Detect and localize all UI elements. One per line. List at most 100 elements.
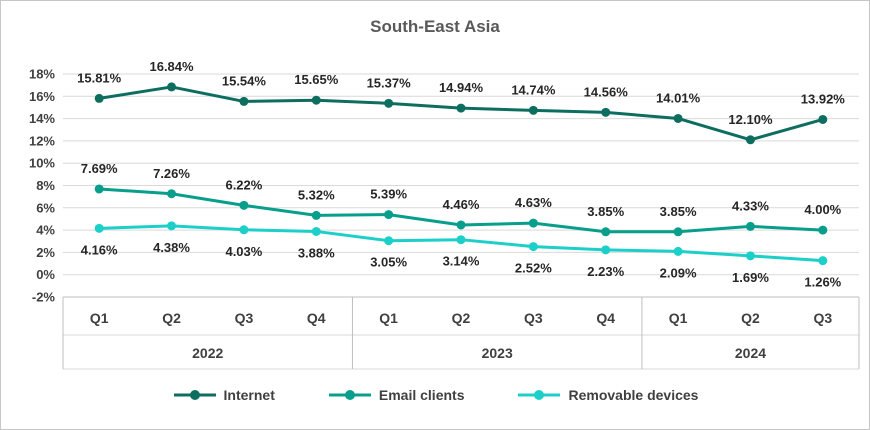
data-point-internet — [456, 103, 466, 113]
data-label-email-clients: 4.00% — [804, 202, 841, 217]
y-axis-tick-label: 2% — [36, 245, 55, 260]
data-label-email-clients: 4.33% — [732, 198, 769, 213]
data-label-removable-devices: 1.69% — [732, 270, 769, 285]
x-axis-category-label: Q4 — [596, 310, 615, 326]
data-label-email-clients: 5.32% — [298, 187, 335, 202]
data-point-removable-devices — [94, 223, 104, 233]
data-point-removable-devices — [456, 235, 466, 245]
data-label-removable-devices: 3.14% — [443, 254, 480, 269]
x-axis-category-label: Q1 — [669, 310, 688, 326]
data-label-internet: 15.37% — [367, 75, 412, 90]
y-axis-tick-label: 14% — [29, 111, 55, 126]
data-point-email-clients — [818, 225, 828, 235]
y-axis-tick-label: 6% — [36, 200, 55, 215]
data-label-internet: 16.84% — [149, 59, 194, 74]
data-point-removable-devices — [601, 245, 611, 255]
x-axis-category-label: Q1 — [379, 310, 398, 326]
data-label-email-clients: 5.39% — [370, 187, 407, 202]
y-axis-tick-label: 10% — [29, 156, 55, 171]
y-axis-tick-label: 16% — [29, 89, 55, 104]
data-point-email-clients — [528, 218, 538, 228]
x-axis-category-label: Q3 — [235, 310, 254, 326]
data-point-internet — [311, 95, 321, 105]
data-label-removable-devices: 2.52% — [515, 261, 552, 276]
data-point-internet — [528, 105, 538, 115]
data-point-internet — [673, 113, 683, 123]
data-label-email-clients: 6.22% — [225, 177, 262, 192]
x-axis-year-label: 2024 — [735, 345, 766, 361]
legend-marker-icon — [518, 390, 561, 400]
legend-label: Removable devices — [568, 387, 699, 403]
y-axis-tick-label: 0% — [36, 267, 55, 282]
chart-canvas: 18% 16% 14% 12% 10% 8% 6% 4% 2% 0% -2% Q1 Q2 Q3 Q4 Q1 Q2… — [29, 59, 860, 370]
x-axis-category-label: Q4 — [307, 310, 326, 326]
data-label-removable-devices: 4.38% — [153, 240, 190, 255]
data-point-email-clients — [456, 220, 466, 230]
data-point-internet — [818, 114, 828, 124]
data-label-internet: 12.10% — [728, 112, 773, 127]
x-axis-year-label: 2022 — [192, 345, 223, 361]
data-point-email-clients — [167, 189, 177, 199]
data-label-removable-devices: 1.26% — [804, 275, 841, 290]
x-axis-category-label: Q1 — [90, 310, 109, 326]
data-label-internet: 14.56% — [584, 84, 629, 99]
legend-item-internet: Internet — [172, 387, 275, 403]
data-point-internet — [239, 96, 249, 106]
y-axis-tick-label: 8% — [36, 178, 55, 193]
data-point-removable-devices — [673, 246, 683, 256]
data-label-removable-devices: 3.05% — [370, 255, 407, 270]
data-label-internet: 14.94% — [439, 80, 484, 95]
data-label-removable-devices: 2.23% — [587, 264, 624, 279]
x-axis-category-label: Q3 — [524, 310, 543, 326]
chart-title: South-East Asia — [370, 17, 500, 36]
data-point-email-clients — [745, 221, 755, 231]
data-label-email-clients: 4.46% — [443, 197, 480, 212]
data-point-internet — [94, 93, 104, 103]
data-label-email-clients: 4.63% — [515, 195, 552, 210]
data-point-removable-devices — [528, 242, 538, 252]
legend-item-removable-devices: Removable devices — [516, 387, 698, 403]
legend-label: Email clients — [378, 387, 465, 403]
data-point-removable-devices — [745, 251, 755, 261]
data-point-internet — [167, 82, 177, 92]
x-axis-category-label: Q2 — [741, 310, 760, 326]
legend: Internet Email clients Removable devices — [1, 387, 869, 403]
data-label-email-clients: 3.85% — [660, 204, 697, 219]
legend-item-email-clients: Email clients — [327, 387, 465, 403]
data-label-removable-devices: 4.16% — [81, 242, 118, 257]
data-label-internet: 15.54% — [222, 73, 267, 88]
x-axis-year-label: 2023 — [482, 345, 513, 361]
data-point-email-clients — [673, 227, 683, 237]
data-label-email-clients: 7.69% — [81, 161, 118, 176]
y-axis-tick-label: 4% — [36, 223, 55, 238]
data-point-removable-devices — [239, 225, 249, 235]
data-point-email-clients — [311, 210, 321, 220]
data-label-internet: 13.92% — [801, 91, 846, 106]
data-label-internet: 14.01% — [656, 90, 701, 105]
data-point-email-clients — [239, 200, 249, 210]
data-label-internet: 15.81% — [77, 70, 122, 85]
data-point-removable-devices — [167, 221, 177, 231]
legend-label: Internet — [223, 387, 275, 403]
data-point-internet — [745, 135, 755, 145]
x-axis-category-label: Q2 — [452, 310, 471, 326]
data-point-internet — [384, 98, 394, 108]
x-axis-category-label: Q2 — [162, 310, 181, 326]
data-label-email-clients: 3.85% — [587, 204, 624, 219]
y-axis-tick-label: 12% — [29, 133, 55, 148]
data-point-email-clients — [94, 184, 104, 194]
x-axis-category-label: Q3 — [813, 310, 832, 326]
data-label-removable-devices: 2.09% — [660, 265, 697, 280]
data-point-email-clients — [384, 210, 394, 220]
data-point-internet — [601, 107, 611, 117]
data-point-removable-devices — [311, 226, 321, 236]
data-label-removable-devices: 3.88% — [298, 245, 335, 260]
y-axis-tick-label: -2% — [32, 290, 56, 305]
data-label-email-clients: 7.26% — [153, 166, 190, 181]
data-label-removable-devices: 4.03% — [225, 244, 262, 259]
data-point-removable-devices — [818, 256, 828, 266]
data-label-internet: 15.65% — [294, 72, 339, 87]
legend-marker-icon — [328, 390, 371, 400]
data-point-removable-devices — [384, 236, 394, 246]
